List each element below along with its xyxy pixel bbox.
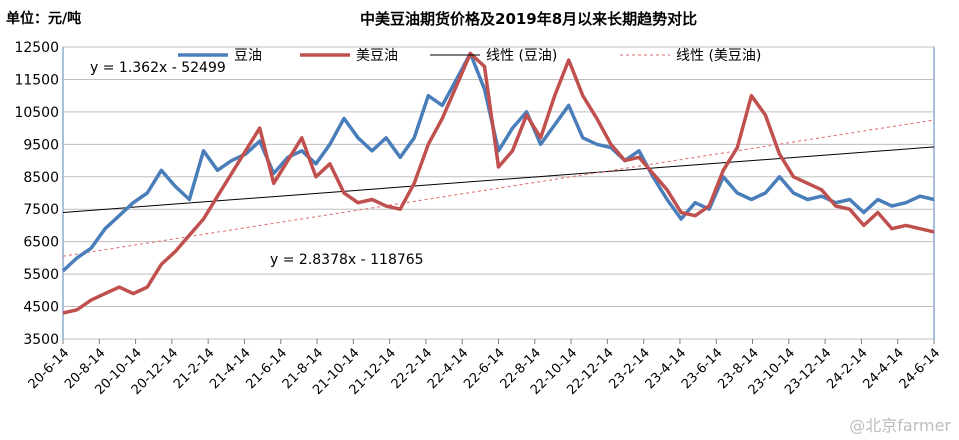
y-tick-label: 5500 bbox=[23, 267, 59, 283]
y-tick-label: 9500 bbox=[23, 137, 59, 153]
legend-label: 豆油 bbox=[234, 48, 262, 64]
trend-equation: y = 1.362x - 52499 bbox=[90, 60, 226, 76]
trend-line bbox=[62, 119, 935, 257]
y-tick-label: 6500 bbox=[23, 235, 59, 251]
y-tick-label: 4500 bbox=[23, 300, 59, 316]
plot-area bbox=[62, 46, 935, 340]
y-tick-label: 3500 bbox=[23, 332, 59, 348]
y-tick-label: 10500 bbox=[14, 105, 59, 121]
x-tick-label: 24-6-14 bbox=[897, 346, 943, 392]
trend-line bbox=[62, 146, 935, 213]
chart-title: 中美豆油期货价格及2019年8月以来长期趋势对比 bbox=[360, 10, 698, 28]
series-line bbox=[61, 51, 935, 273]
legend-label: 线性 (豆油) bbox=[486, 48, 557, 64]
watermark: @北京farmer bbox=[849, 416, 951, 435]
legend-label: 美豆油 bbox=[356, 48, 398, 64]
trend-equation: y = 2.8378x - 118765 bbox=[270, 252, 424, 268]
legend-label: 线性 (美豆油) bbox=[676, 48, 761, 64]
series-line bbox=[62, 51, 935, 315]
y-tick-label: 11500 bbox=[14, 72, 59, 88]
unit-label: 单位：元/吨 bbox=[6, 11, 82, 27]
y-tick-label: 12500 bbox=[14, 40, 59, 56]
y-tick-label: 7500 bbox=[23, 202, 59, 218]
y-tick-label: 8500 bbox=[23, 170, 59, 186]
